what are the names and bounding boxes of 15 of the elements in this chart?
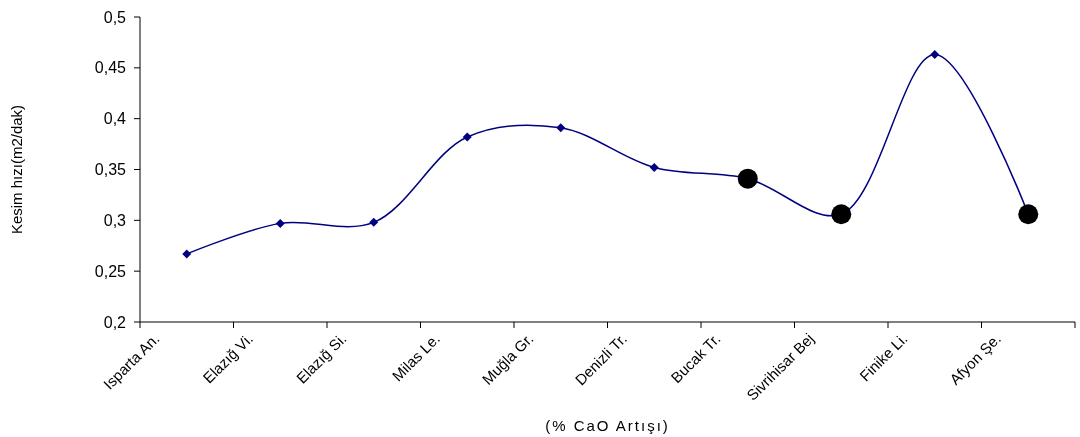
point (649, 162, 659, 172)
x-axis-title: (% CaO Artışı) (545, 417, 670, 434)
y-tick-label: 0,4 (103, 110, 127, 128)
y-axis-title: Kesim hızı(m2/dak) (8, 104, 25, 235)
point (182, 249, 192, 259)
point (462, 132, 472, 142)
point (556, 123, 566, 133)
y-tick-label: 0,2 (103, 313, 127, 331)
point (369, 217, 379, 227)
y-tick-label: 0,45 (94, 59, 127, 77)
y-tick-label: 0,25 (94, 262, 127, 280)
y-tick-label: 0,3 (103, 211, 127, 229)
point (275, 218, 285, 228)
y-tick-label: 0,5 (103, 8, 127, 26)
y-tick-label: 0,35 (94, 161, 127, 179)
